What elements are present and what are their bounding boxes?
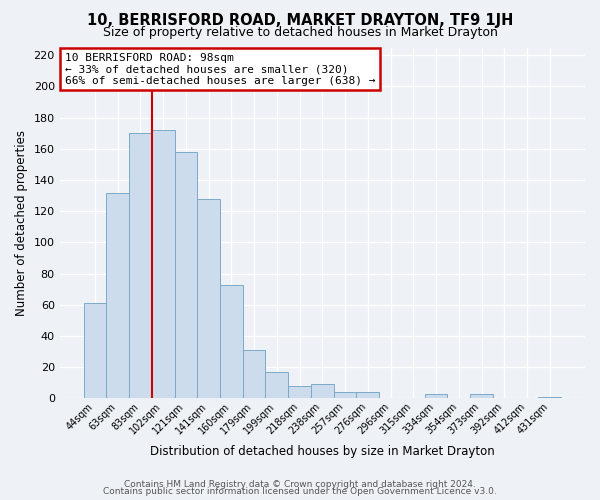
Bar (288, 386, 311, 398)
Bar (175, 152, 197, 398)
Bar (83, 304, 106, 398)
Bar (152, 130, 175, 398)
Bar (311, 384, 334, 398)
Bar (356, 392, 379, 398)
Bar (106, 192, 129, 398)
Bar (334, 392, 356, 398)
Bar (243, 350, 265, 399)
Bar (470, 394, 493, 398)
Bar (538, 397, 561, 398)
X-axis label: Distribution of detached houses by size in Market Drayton: Distribution of detached houses by size … (150, 444, 495, 458)
Text: Size of property relative to detached houses in Market Drayton: Size of property relative to detached ho… (103, 26, 497, 39)
Text: Contains public sector information licensed under the Open Government Licence v3: Contains public sector information licen… (103, 488, 497, 496)
Bar (197, 199, 220, 398)
Bar (220, 284, 243, 399)
Text: 10, BERRISFORD ROAD, MARKET DRAYTON, TF9 1JH: 10, BERRISFORD ROAD, MARKET DRAYTON, TF9… (87, 12, 513, 28)
Bar (265, 372, 288, 398)
Y-axis label: Number of detached properties: Number of detached properties (15, 130, 28, 316)
Bar (129, 134, 152, 398)
Text: 10 BERRISFORD ROAD: 98sqm
← 33% of detached houses are smaller (320)
66% of semi: 10 BERRISFORD ROAD: 98sqm ← 33% of detac… (65, 53, 376, 86)
Text: Contains HM Land Registry data © Crown copyright and database right 2024.: Contains HM Land Registry data © Crown c… (124, 480, 476, 489)
Bar (425, 394, 448, 398)
